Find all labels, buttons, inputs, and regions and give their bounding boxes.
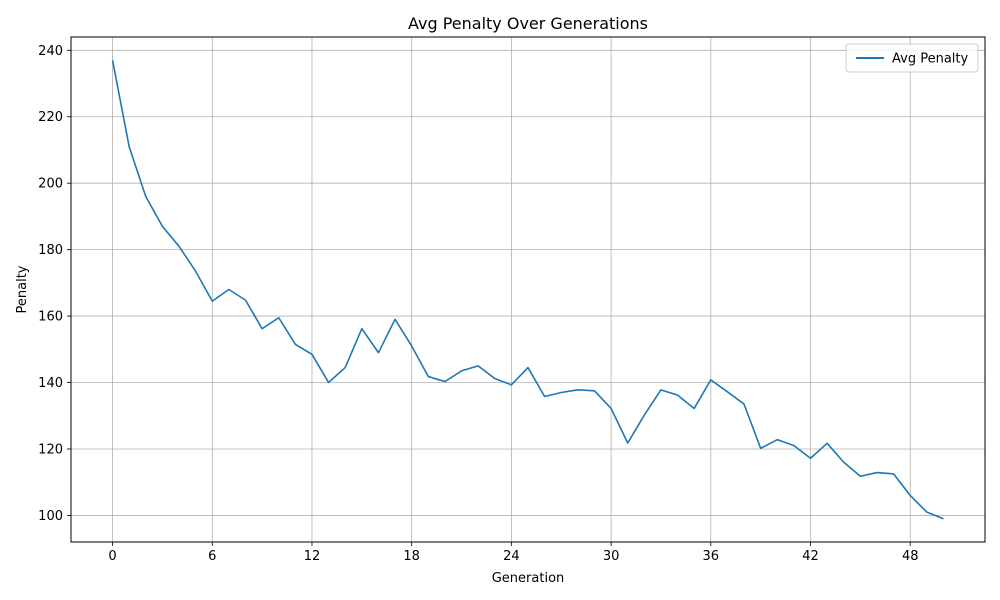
y-tick-label: 120 xyxy=(38,442,63,457)
x-tick-label: 36 xyxy=(703,549,720,564)
x-axis-title: Generation xyxy=(492,571,565,586)
y-tick-label: 180 xyxy=(38,243,63,258)
x-tick-label: 0 xyxy=(108,549,116,564)
y-tick-label: 240 xyxy=(38,44,63,59)
series-layer xyxy=(111,60,944,520)
axis-ticks: 0 6 12 18 24 30 36 42 48 100 120 140 160 180 200 220 240 xyxy=(38,44,918,564)
y-tick-label: 160 xyxy=(38,310,63,325)
legend: Avg Penalty xyxy=(845,43,979,73)
chart-title: Avg Penalty Over Generations xyxy=(408,14,648,33)
legend-box xyxy=(845,43,979,73)
x-tick-label: 12 xyxy=(304,549,321,564)
x-tick-label: 48 xyxy=(902,549,919,564)
y-tick-label: 200 xyxy=(38,177,63,192)
y-tick-label: 140 xyxy=(38,376,63,391)
legend-label-avg-penalty: Avg Penalty xyxy=(892,52,968,67)
x-tick-label: 30 xyxy=(603,549,620,564)
series-line-avg-penalty xyxy=(111,60,944,520)
x-tick-label: 42 xyxy=(802,549,819,564)
x-tick-label: 18 xyxy=(403,549,420,564)
x-tick-label: 6 xyxy=(208,549,216,564)
x-tick-label: 24 xyxy=(503,549,520,564)
y-tick-label: 100 xyxy=(38,509,63,524)
grid xyxy=(71,37,985,542)
y-axis-title: Penalty xyxy=(15,265,30,313)
y-tick-label: 220 xyxy=(38,110,63,125)
plot-area-frame xyxy=(70,36,986,543)
